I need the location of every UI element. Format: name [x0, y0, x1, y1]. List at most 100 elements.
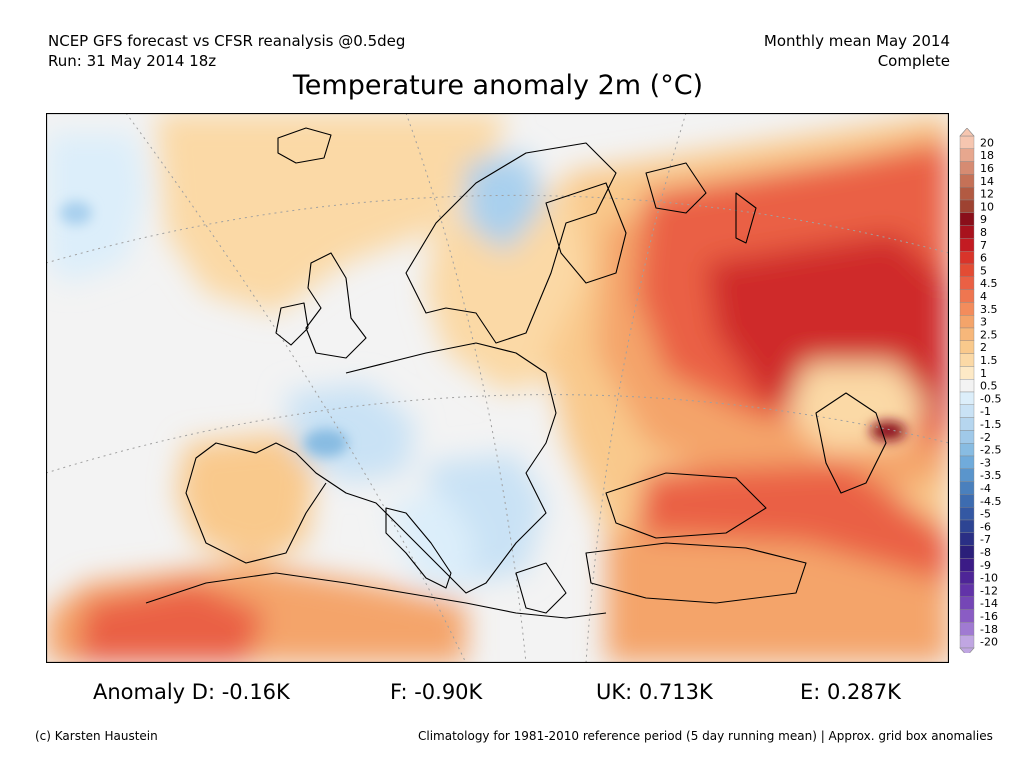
scale-swatch	[959, 635, 975, 649]
cool-zone-france-alps	[286, 383, 416, 483]
cool-zone-iceland-sea	[46, 133, 146, 283]
scale-label: -2	[980, 431, 991, 444]
scale-swatch	[959, 583, 975, 598]
stat-france: F: -0.90K	[390, 680, 483, 704]
scale-swatch	[959, 532, 975, 546]
scale-swatch	[959, 276, 975, 290]
scale-swatch	[959, 455, 975, 470]
stat-uk: UK: 0.713K	[596, 680, 713, 704]
scale-label: -14	[980, 597, 998, 610]
scale-label: 12	[980, 188, 994, 201]
scale-swatch	[959, 174, 975, 188]
scale-label: -1	[980, 405, 991, 418]
scale-swatch	[959, 507, 975, 521]
scale-swatch	[959, 481, 975, 495]
scale-label: -2.5	[980, 444, 1001, 457]
scale-label: -4	[980, 482, 991, 495]
scale-swatch	[959, 545, 975, 559]
coastlines	[145, 127, 887, 619]
scale-label: 1	[980, 367, 987, 380]
scale-label: 5	[980, 264, 987, 277]
scale-swatch	[959, 378, 975, 393]
scale-swatch	[959, 199, 975, 214]
period-text: Monthly mean May 2014	[763, 32, 950, 50]
scale-label: 7	[980, 239, 987, 252]
north-africa-coast	[145, 572, 607, 619]
stat-germany: Anomaly D: -0.16K	[93, 680, 290, 704]
scale-label: -8	[980, 546, 991, 559]
scale-label: 16	[980, 162, 994, 175]
warm-zone-north-atlantic	[156, 113, 506, 313]
scale-arrow-top	[959, 128, 975, 137]
scale-label: -5	[980, 508, 991, 521]
scale-label: -3.5	[980, 469, 1001, 482]
scale-swatch	[959, 238, 975, 252]
anomaly-map	[46, 113, 949, 663]
novaya-zemlya-outline	[735, 192, 757, 244]
scale-swatch	[959, 340, 975, 354]
anomaly-hotspots	[60, 201, 906, 457]
continental-europe-outline	[185, 342, 557, 594]
map-title: Temperature anomaly 2m (°C)	[292, 70, 704, 101]
caspian-outline	[815, 392, 887, 494]
scale-swatch	[959, 161, 975, 175]
map-frame	[46, 113, 949, 663]
hotspot-caspian	[870, 421, 906, 441]
scale-swatch	[959, 622, 975, 636]
scale-swatch	[959, 430, 975, 444]
scale-swatch	[959, 596, 975, 610]
scale-label: 9	[980, 213, 987, 226]
iceland-outline	[277, 127, 332, 164]
scale-label: 2	[980, 341, 987, 354]
scale-swatch	[959, 289, 975, 303]
ireland-outline	[275, 302, 309, 346]
scale-swatch	[959, 417, 975, 431]
scale-label: -4.5	[980, 495, 1001, 508]
warm-zone-turkey-middle-east	[606, 533, 949, 663]
credit-text: (c) Karsten Haustein	[35, 729, 158, 743]
scale-label: 3.5	[980, 303, 998, 316]
scale-label: -16	[980, 610, 998, 623]
coolspot-iceland	[60, 201, 92, 225]
scale-swatch	[959, 187, 975, 201]
uk-outline	[305, 252, 367, 359]
scale-swatch	[959, 353, 975, 367]
scale-label: -12	[980, 584, 998, 597]
run-time-text: Run: 31 May 2014 18z	[48, 52, 217, 70]
scale-label: -10	[980, 572, 998, 585]
scale-label: -9	[980, 559, 991, 572]
scale-swatch	[959, 148, 975, 162]
scale-swatch	[959, 366, 975, 380]
scale-label: -18	[980, 623, 998, 636]
black-sea-outline	[605, 472, 767, 539]
italy-outline	[385, 507, 452, 589]
scale-label: 6	[980, 252, 987, 265]
warm-zone-atlas	[76, 583, 266, 663]
scale-swatch	[959, 263, 975, 278]
cool-zone-norway	[466, 153, 546, 253]
scale-swatch	[959, 302, 975, 316]
scale-arrow-bottom	[959, 647, 975, 653]
scale-label: -20	[980, 636, 998, 649]
scale-swatch	[959, 391, 975, 406]
scale-label: 18	[980, 149, 994, 162]
status-text: Complete	[877, 52, 950, 70]
anomaly-field	[46, 113, 949, 663]
scale-label: 4	[980, 290, 987, 303]
scale-label: -1.5	[980, 418, 1001, 431]
scale-swatch	[959, 327, 975, 342]
scale-swatch	[959, 609, 975, 623]
color-scale: 201816141210987654.543.532.521.510.5-0.5…	[959, 128, 1001, 653]
scale-label: 14	[980, 175, 994, 188]
scale-swatch	[959, 571, 975, 585]
scale-swatch	[959, 404, 975, 418]
scale-label: -7	[980, 533, 991, 546]
scale-swatch	[959, 212, 975, 226]
header-right: Monthly mean May 2014 Complete	[764, 31, 950, 71]
scale-label: -6	[980, 520, 991, 533]
climatology-note: Climatology for 1981-2010 reference peri…	[418, 729, 993, 743]
scale-swatch	[959, 443, 975, 457]
scale-swatch	[959, 468, 975, 482]
warm-zone-iberia	[176, 433, 316, 563]
white-sea-outline	[645, 162, 707, 214]
